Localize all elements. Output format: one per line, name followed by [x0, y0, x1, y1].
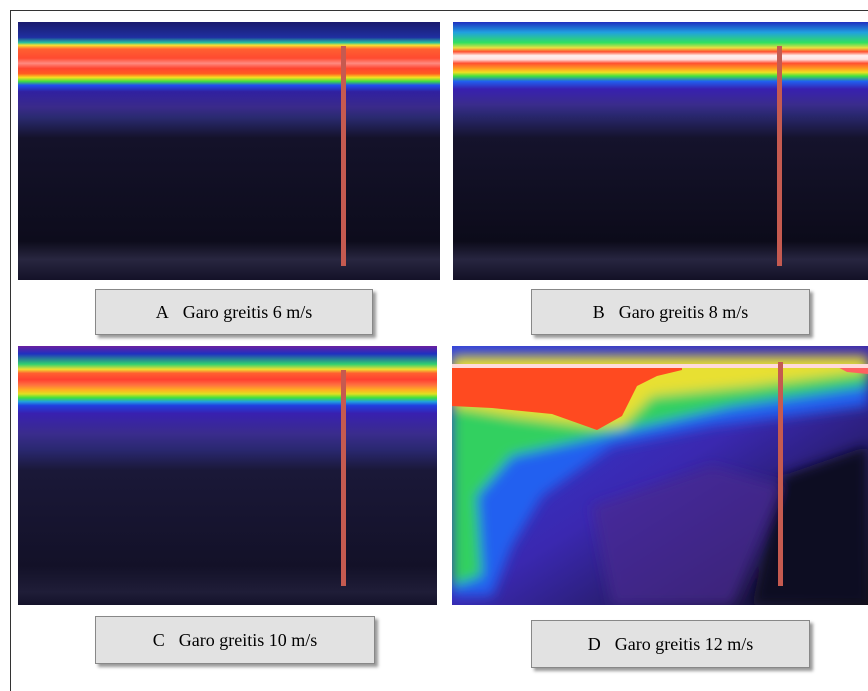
caption-text: Garo greitis 10 m/s: [179, 630, 317, 651]
panel-letter: A: [156, 302, 169, 323]
thermal-image-b: [453, 22, 868, 280]
caption-text: Garo greitis 12 m/s: [615, 634, 753, 655]
panel-letter: D: [588, 634, 601, 655]
thermal-image-c: [18, 346, 437, 605]
panel-letter: C: [153, 630, 165, 651]
rod: [341, 370, 346, 586]
thermal-image-a: [18, 22, 440, 280]
rod: [341, 46, 346, 266]
caption-box: D Garo greitis 12 m/s: [531, 620, 810, 668]
caption-text: Garo greitis 6 m/s: [183, 302, 312, 323]
caption-box: B Garo greitis 8 m/s: [531, 289, 810, 335]
caption-text: Garo greitis 8 m/s: [619, 302, 748, 323]
panel-letter: B: [593, 302, 605, 323]
rod: [778, 362, 783, 586]
thermal-image-d: [452, 346, 868, 605]
rod: [777, 46, 782, 266]
caption-box: A Garo greitis 6 m/s: [95, 289, 373, 335]
caption-box: C Garo greitis 10 m/s: [95, 616, 375, 664]
